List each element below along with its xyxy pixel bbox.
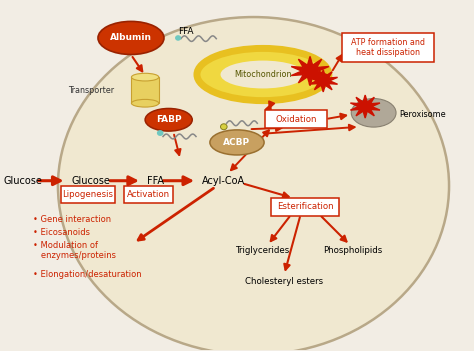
Polygon shape [309, 69, 337, 92]
Text: • Elongation/desaturation: • Elongation/desaturation [34, 270, 142, 279]
Text: Glucose: Glucose [71, 176, 110, 186]
Text: • Modulation of
   enzymes/proteins: • Modulation of enzymes/proteins [34, 241, 117, 260]
Ellipse shape [220, 61, 305, 88]
Text: ACBP: ACBP [223, 138, 251, 147]
Text: Esterification: Esterification [277, 202, 334, 211]
Text: Phospholipids: Phospholipids [323, 246, 382, 255]
Polygon shape [291, 57, 329, 86]
Text: FFA: FFA [178, 27, 193, 36]
Bar [131, 77, 159, 103]
Text: Peroxisome: Peroxisome [400, 110, 446, 119]
Ellipse shape [157, 130, 164, 136]
Text: • Gene interaction: • Gene interaction [34, 214, 111, 224]
Ellipse shape [131, 73, 159, 81]
Text: Acyl-CoA: Acyl-CoA [201, 176, 245, 186]
Ellipse shape [220, 124, 227, 130]
Text: Lipogenesis: Lipogenesis [62, 190, 113, 199]
FancyBboxPatch shape [271, 198, 339, 216]
Text: Glucose: Glucose [4, 176, 43, 186]
Polygon shape [350, 95, 380, 118]
Ellipse shape [351, 99, 396, 127]
FancyBboxPatch shape [124, 186, 173, 203]
Text: FFA: FFA [146, 176, 164, 186]
Ellipse shape [197, 48, 329, 101]
Text: ATP formation and
heat dissipation: ATP formation and heat dissipation [351, 38, 425, 57]
Text: Oxidation: Oxidation [275, 114, 317, 124]
Ellipse shape [131, 99, 159, 107]
Text: Cholesteryl esters: Cholesteryl esters [245, 277, 323, 286]
FancyBboxPatch shape [342, 33, 434, 62]
Ellipse shape [210, 130, 264, 155]
Text: Albumin: Albumin [110, 33, 152, 42]
Text: Transporter: Transporter [68, 86, 115, 95]
Ellipse shape [145, 108, 192, 131]
Text: Triglycerides: Triglycerides [236, 246, 290, 255]
Ellipse shape [58, 17, 449, 351]
Ellipse shape [175, 35, 181, 41]
Text: • Eicosanoids: • Eicosanoids [34, 229, 91, 238]
Text: Mitochondrion: Mitochondrion [234, 70, 292, 79]
Ellipse shape [98, 21, 164, 54]
FancyBboxPatch shape [265, 110, 327, 128]
Text: Activation: Activation [127, 190, 170, 199]
FancyBboxPatch shape [61, 186, 115, 203]
Text: FABP: FABP [156, 115, 182, 124]
